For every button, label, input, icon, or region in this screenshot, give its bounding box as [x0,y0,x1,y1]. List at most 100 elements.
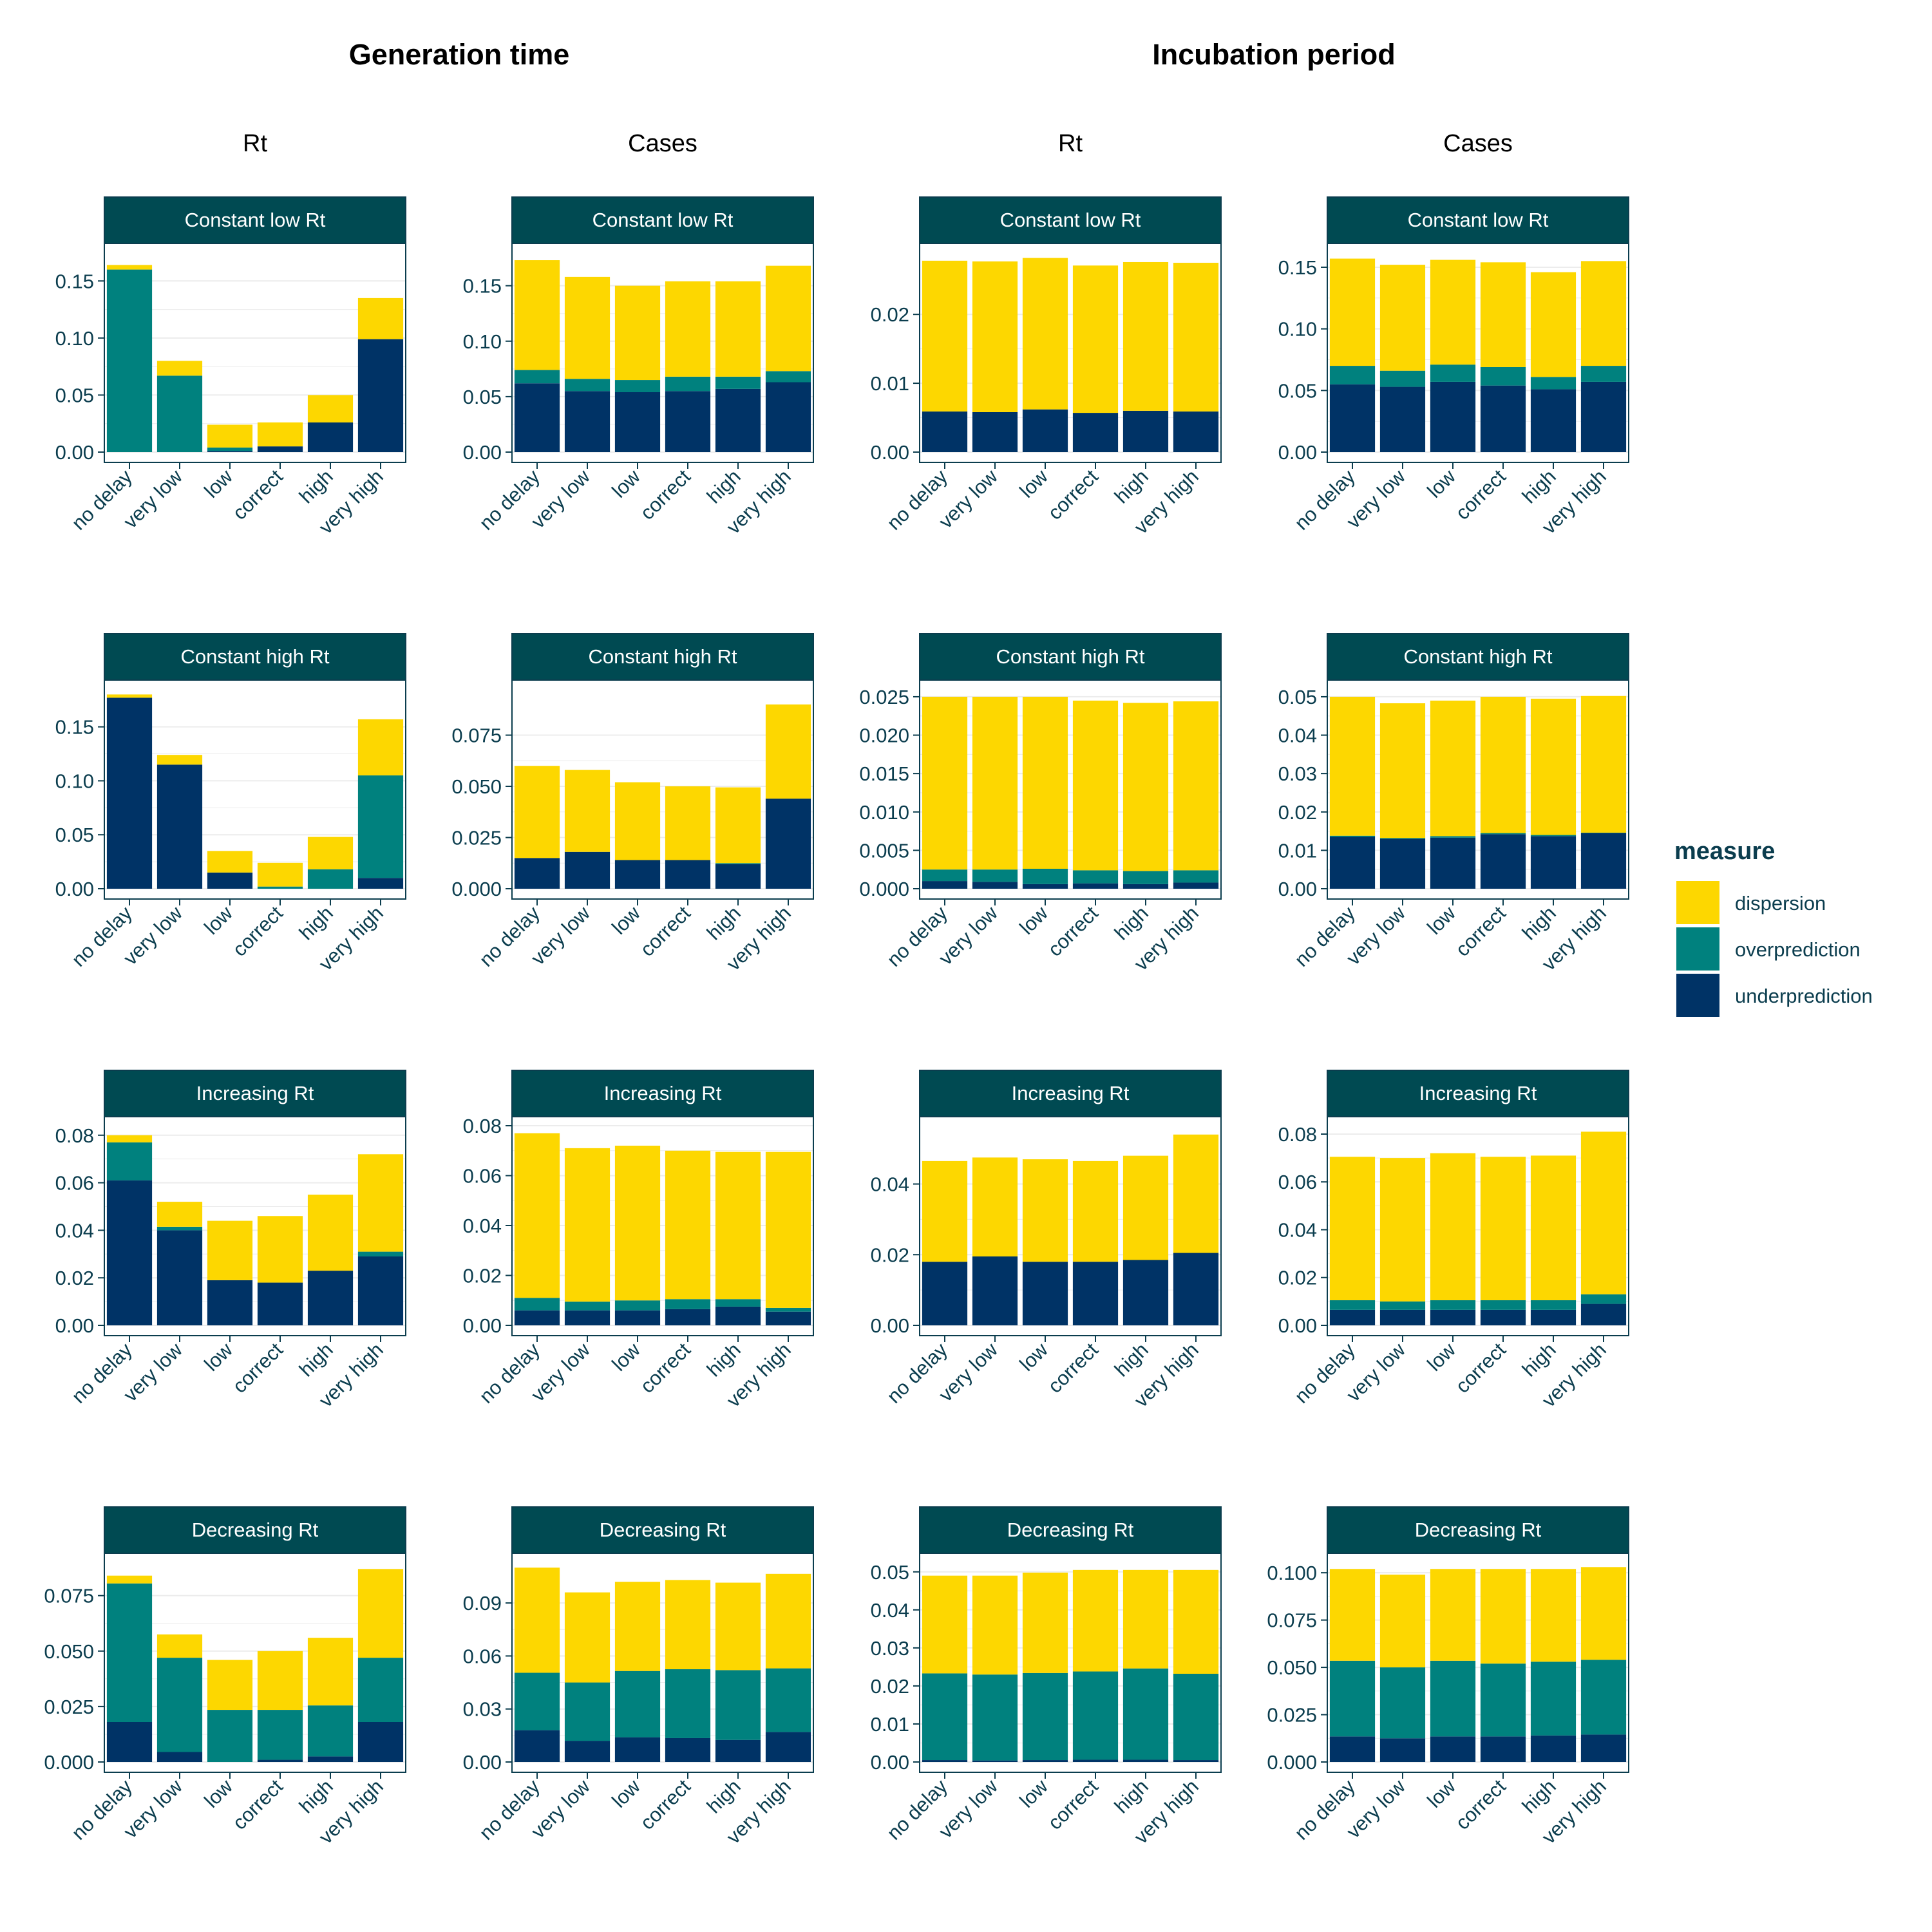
bar-dispersion-very-low [156,1634,203,1658]
bar-underprediction-correct [1480,834,1526,889]
bar-overprediction-very-high [357,1658,404,1722]
bar-underprediction-low [614,392,661,452]
bar-dispersion-high [715,1151,761,1300]
bar-overprediction-correct [1480,1663,1526,1737]
y-tick-label: 0.000 [859,878,909,900]
bar-underprediction-low [614,1737,661,1762]
bar-overprediction-no-delay [1329,1300,1376,1310]
bar-dispersion-correct [1480,696,1526,833]
bar-dispersion-high [1122,1155,1169,1260]
bar-dispersion-very-low [156,755,203,765]
bar-underprediction-very-low [972,412,1018,452]
bar-underprediction-very-high [357,339,404,452]
bar-underprediction-high [715,388,761,452]
bar-overprediction-low [1022,1672,1068,1761]
x-tick-label: low [1015,902,1052,939]
bar-dispersion-high [307,837,354,869]
bar-overprediction-very-high [1173,1674,1219,1761]
bar-underprediction-high [1530,836,1577,889]
x-tick-label: correct [1043,465,1103,524]
x-tick-label: high [295,1775,337,1817]
strip-background [1327,1506,1629,1554]
bar-underprediction-no-delay [1329,1309,1376,1325]
bar-dispersion-no-delay [514,1567,560,1673]
bar-underprediction-very-low [972,1760,1018,1762]
panel-background [104,1553,406,1772]
bar-dispersion-very-high [765,704,811,799]
panel-background [512,680,813,899]
x-tick-label: low [607,465,645,502]
bar-dispersion-high [1530,698,1577,835]
bar-overprediction-correct [1480,1300,1526,1310]
y-tick-label: 0.050 [451,775,502,798]
strip-background [511,196,814,244]
y-tick-label: 0.00 [55,878,94,900]
x-tick-label: low [200,902,237,939]
bar-underprediction-no-delay [514,383,560,452]
bar-dispersion-no-delay [922,1160,968,1262]
bar-underprediction-no-delay [106,1722,153,1762]
x-tick-label: high [1518,1338,1560,1381]
bar-dispersion-no-delay [1329,1157,1376,1301]
strip-label: Constant high Rt [1404,645,1553,668]
bar-underprediction-high [715,1739,761,1762]
generation-time-title: Generation time [349,38,570,71]
strip-background [919,633,1222,681]
bar-underprediction-no-delay [922,1262,968,1325]
y-tick-label: 0.10 [1278,318,1317,341]
y-tick-label: 0.08 [463,1115,502,1137]
bar-underprediction-low [1022,1760,1068,1762]
bar-underprediction-very-low [972,882,1018,889]
x-tick-label: correct [1451,1775,1510,1834]
x-tick-label: low [1015,465,1052,502]
y-tick-label: 0.06 [463,1645,502,1667]
y-tick-label: 0.04 [1278,1218,1317,1241]
bar-dispersion-very-high [1580,261,1627,366]
bar-dispersion-no-delay [514,766,560,858]
x-tick-label: correct [636,1775,695,1834]
bar-dispersion-very-high [1580,1132,1627,1294]
bar-underprediction-high [1122,1759,1169,1762]
bar-dispersion-no-delay [1329,1569,1376,1661]
bar-overprediction-high [715,863,761,864]
x-tick-label: correct [636,1338,695,1397]
bar-dispersion-very-low [564,1148,611,1302]
bar-dispersion-correct [1072,1569,1119,1672]
bar-dispersion-very-low [564,770,611,852]
bar-overprediction-no-delay [514,1672,560,1730]
bar-overprediction-high [1530,1662,1577,1736]
bar-dispersion-low [1430,1153,1476,1301]
legend-title: measure [1674,838,1775,865]
bar-overprediction-high [1530,377,1577,390]
bar-overprediction-very-low [156,1226,203,1231]
bar-dispersion-low [614,782,661,860]
x-tick-label: high [703,902,745,944]
bar-underprediction-correct [665,860,711,889]
bar-dispersion-very-high [765,1151,811,1308]
bar-overprediction-very-high [1580,1660,1627,1735]
bar-underprediction-low [207,872,253,889]
strip-background [1327,1070,1629,1117]
x-tick-label: correct [636,465,695,524]
y-tick-label: 0.00 [1278,878,1317,900]
bar-dispersion-low [1022,258,1068,410]
panel-background [920,1553,1221,1772]
bar-overprediction-low [1022,869,1068,884]
bar-overprediction-low [614,1671,661,1738]
bar-dispersion-very-high [1173,1569,1219,1674]
bar-dispersion-low [614,285,661,381]
bar-dispersion-high [1530,272,1577,377]
y-tick-label: 0.01 [1278,839,1317,862]
bar-underprediction-very-low [564,1310,611,1325]
bar-underprediction-no-delay [1329,837,1376,889]
bar-overprediction-low [614,1300,661,1311]
y-tick-label: 0.04 [871,1599,909,1622]
y-tick-label: 0.04 [1278,724,1317,747]
strip-background [104,633,406,681]
bar-underprediction-high [1122,884,1169,889]
y-tick-label: 0.015 [859,762,909,785]
x-tick-label: low [1423,1338,1460,1376]
bar-overprediction-very-low [564,379,611,392]
